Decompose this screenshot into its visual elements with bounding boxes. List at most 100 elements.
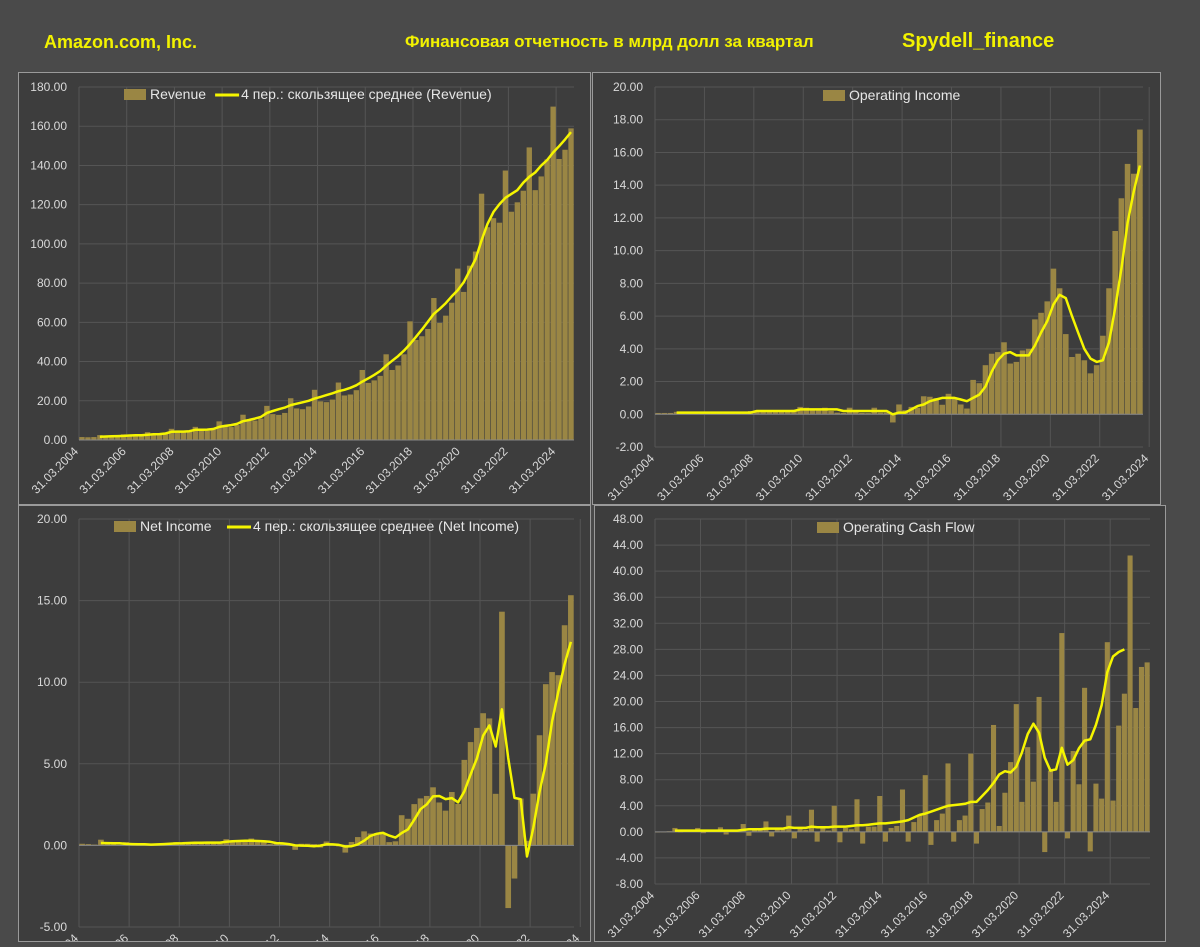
bar: [667, 412, 674, 415]
x-tick-label: 31.03.2024: [530, 931, 583, 941]
bar: [1069, 357, 1075, 415]
y-tick-label: 4.00: [620, 342, 644, 356]
bar: [264, 405, 270, 440]
y-tick-label: 16.00: [613, 721, 643, 735]
bar: [905, 831, 911, 842]
y-tick-label: 0.00: [44, 838, 68, 852]
bar: [505, 845, 512, 909]
legend-label: Revenue: [150, 86, 206, 102]
bar: [1087, 373, 1094, 415]
y-tick-label: 44.00: [613, 538, 643, 552]
bar: [814, 831, 820, 842]
operating-cash-flow-chart: -8.00 -4.00 0.00 4.00 8.00 12.00 16.00 20.00 24.…: [605, 512, 1150, 941]
legend-bar-swatch: [114, 521, 136, 532]
bar: [1025, 348, 1032, 415]
bar: [405, 818, 411, 846]
bar: [79, 437, 85, 440]
y-tick-label: 180.00: [30, 80, 67, 94]
bar: [933, 398, 939, 415]
bar: [150, 434, 157, 440]
bar: [945, 763, 951, 832]
bar: [1093, 783, 1099, 832]
x-tick-label: 31.03.2004: [605, 451, 658, 504]
operating-cash-flow-chart-panel: -8.00 -4.00 0.00 4.00 8.00 12.00 16.00 20.00 24.…: [594, 505, 1166, 942]
bar: [299, 409, 306, 440]
bar: [192, 843, 198, 846]
bar: [760, 411, 766, 415]
bar: [922, 775, 928, 832]
bar: [517, 798, 524, 846]
bar: [661, 412, 668, 415]
bar: [995, 352, 1001, 415]
y-tick-label: 0.00: [620, 407, 644, 421]
y-tick-label: 20.00: [613, 695, 643, 709]
bar: [927, 396, 933, 415]
x-tick-label: 31.03.2022: [480, 931, 533, 941]
bar: [210, 843, 217, 846]
bar: [204, 430, 210, 440]
bar: [996, 825, 1002, 832]
y-tick-label: 5.00: [44, 757, 68, 771]
bar: [460, 291, 467, 440]
bar: [555, 675, 562, 846]
bar: [383, 354, 389, 440]
bar: [252, 420, 258, 440]
bar: [785, 411, 791, 415]
x-tick-label: 31.03.2014: [852, 451, 905, 504]
revenue-chart: 0.00 20.00 40.00 60.00 80.00 100.00 120.00 140.…: [29, 80, 574, 497]
bar: [174, 431, 181, 440]
bar: [882, 831, 888, 842]
x-tick-label: 31.03.2020: [1000, 451, 1053, 504]
legend-label: 4 пер.: скользящее среднее (Net Income): [253, 518, 519, 534]
bar: [431, 298, 437, 440]
bar: [103, 436, 109, 440]
bar: [859, 412, 865, 415]
bar: [928, 831, 934, 845]
bar: [373, 833, 380, 846]
bar: [91, 437, 97, 440]
bar: [976, 383, 983, 415]
bar: [413, 339, 419, 440]
bar: [467, 742, 474, 846]
bar: [380, 833, 386, 846]
bar: [1118, 198, 1125, 415]
bar: [524, 840, 530, 846]
bar: [461, 759, 468, 846]
bar: [834, 412, 841, 415]
bar: [228, 427, 234, 440]
y-tick-label: 40.00: [37, 355, 67, 369]
bar: [499, 611, 505, 846]
x-tick-label: 31.03.2010: [753, 451, 806, 504]
y-tick-label: 12.00: [613, 211, 643, 225]
bar: [1019, 350, 1026, 415]
bar: [532, 190, 538, 440]
bar: [248, 838, 255, 846]
moving-average-line: [100, 641, 573, 858]
moving-average-line: [674, 648, 1125, 832]
bar: [1064, 831, 1071, 839]
bar: [979, 809, 985, 832]
x-tick-label: 31.03.2022: [1050, 451, 1103, 504]
bar: [530, 793, 537, 846]
x-tick-label: 31.03.2018: [363, 444, 416, 497]
bar: [825, 830, 832, 832]
x-tick-label: 31.03.2014: [279, 931, 332, 941]
bar: [234, 425, 240, 440]
bar: [914, 407, 921, 415]
bar: [1100, 335, 1106, 415]
bar: [1007, 363, 1013, 415]
bar: [877, 412, 884, 415]
bar: [1053, 801, 1059, 832]
y-tick-label: 14.00: [613, 178, 643, 192]
bar: [757, 829, 763, 832]
bar: [341, 395, 348, 440]
bar: [1036, 696, 1042, 832]
y-tick-label: -8.00: [616, 877, 644, 891]
bar: [216, 421, 222, 440]
bar: [951, 831, 957, 842]
bar: [934, 820, 940, 832]
x-tick-label: 31.03.2016: [878, 888, 931, 941]
bar: [293, 408, 300, 440]
bar: [988, 353, 995, 415]
bar: [1044, 301, 1051, 415]
